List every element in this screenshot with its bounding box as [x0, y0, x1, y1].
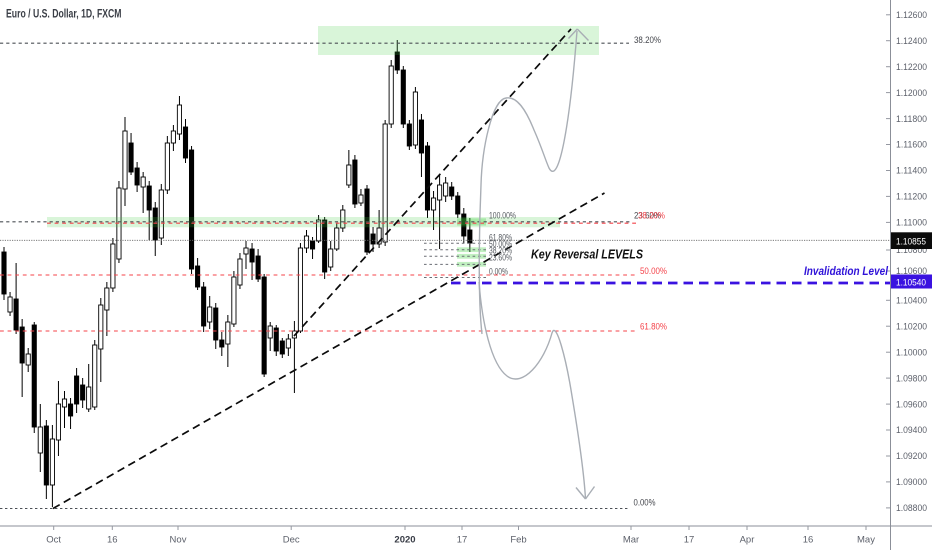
svg-text:Mar: Mar — [623, 535, 639, 546]
svg-text:100.00%: 100.00% — [489, 210, 516, 220]
svg-text:1.10200: 1.10200 — [896, 321, 927, 331]
svg-text:1.10400: 1.10400 — [896, 296, 927, 306]
svg-text:Key Reversal LEVELS: Key Reversal LEVELS — [531, 248, 644, 262]
svg-text:1.11600: 1.11600 — [896, 140, 927, 150]
svg-text:Feb: Feb — [510, 535, 526, 546]
svg-text:38.20%: 38.20% — [489, 246, 512, 256]
svg-text:Dec: Dec — [283, 535, 300, 546]
svg-text:1.11200: 1.11200 — [896, 192, 927, 202]
svg-text:Euro / U.S. Dollar, 1D, FXCM: Euro / U.S. Dollar, 1D, FXCM — [6, 7, 122, 21]
svg-text:1.10540: 1.10540 — [896, 277, 926, 287]
svg-text:1.09000: 1.09000 — [896, 477, 927, 487]
svg-text:61.80%: 61.80% — [640, 322, 667, 332]
svg-text:1.12200: 1.12200 — [896, 62, 927, 72]
svg-text:1.09400: 1.09400 — [896, 425, 927, 435]
svg-text:1.10800: 1.10800 — [896, 245, 927, 255]
svg-text:1.09800: 1.09800 — [896, 373, 927, 383]
svg-text:2020: 2020 — [394, 535, 415, 546]
svg-text:1.10000: 1.10000 — [896, 347, 927, 357]
svg-text:16: 16 — [107, 535, 118, 546]
svg-text:1.10855: 1.10855 — [896, 236, 926, 246]
svg-text:Oct: Oct — [46, 535, 61, 546]
svg-text:Invalidation Level: Invalidation Level — [804, 266, 889, 278]
svg-text:61.80%: 61.80% — [489, 232, 512, 242]
svg-text:17: 17 — [684, 535, 695, 546]
svg-text:1.12600: 1.12600 — [896, 10, 927, 20]
svg-text:38.20%: 38.20% — [634, 35, 661, 45]
svg-text:1.09600: 1.09600 — [896, 399, 927, 409]
svg-text:May: May — [857, 535, 875, 546]
svg-text:1.08800: 1.08800 — [896, 503, 927, 513]
svg-text:50.00%: 50.00% — [640, 266, 667, 276]
svg-text:16: 16 — [803, 535, 814, 546]
svg-text:23.60%: 23.60% — [489, 253, 512, 263]
svg-text:1.10600: 1.10600 — [896, 266, 927, 276]
svg-text:0.00%: 0.00% — [489, 267, 508, 277]
svg-text:0.00%: 0.00% — [634, 498, 656, 508]
svg-text:Apr: Apr — [740, 535, 755, 546]
svg-text:1.11400: 1.11400 — [896, 166, 927, 176]
svg-text:50.00%: 50.00% — [489, 239, 512, 249]
svg-text:23.60%: 23.60% — [634, 211, 661, 221]
svg-text:38.20%: 38.20% — [638, 211, 665, 221]
svg-text:Nov: Nov — [170, 535, 187, 546]
svg-text:1.12400: 1.12400 — [896, 36, 927, 46]
svg-text:1.11000: 1.11000 — [896, 218, 927, 228]
svg-text:1.11800: 1.11800 — [896, 114, 927, 124]
svg-text:1.09200: 1.09200 — [896, 451, 927, 461]
svg-text:17: 17 — [457, 535, 468, 546]
svg-text:1.12000: 1.12000 — [896, 88, 927, 98]
